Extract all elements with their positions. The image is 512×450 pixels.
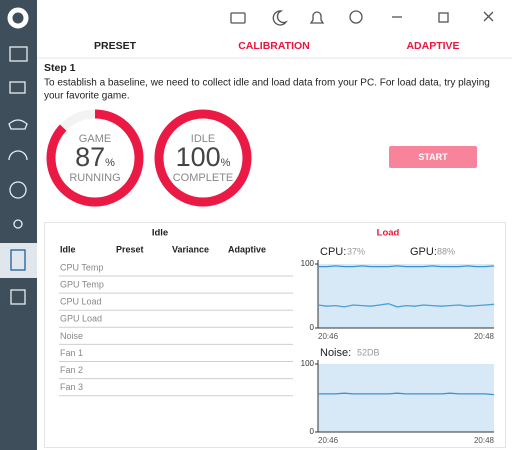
tab[interactable]: PRESET [94, 40, 137, 52]
row-label: GPU Load [60, 314, 102, 324]
idle-title: Idle [152, 228, 168, 239]
gauge-value: 100% [176, 142, 231, 172]
gauge-arc [154, 109, 252, 207]
gauge-unit: % [221, 157, 231, 169]
gpu-value: 88% [437, 246, 455, 256]
row-label: Fan 3 [60, 382, 83, 392]
sidebar-icons [8, 46, 28, 305]
screenshot-button[interactable] [230, 12, 246, 24]
row-label: Fan 2 [60, 365, 83, 375]
start-button[interactable] [389, 146, 477, 168]
x-tick-label: 20:46 [318, 436, 339, 445]
tab[interactable]: CALIBRATION [238, 40, 310, 52]
row-label: Noise [60, 331, 83, 341]
load-title: Load [377, 228, 400, 239]
noise-value: 52DB [357, 347, 380, 357]
gauge-number: 100 [176, 142, 221, 172]
nav-selected [0, 243, 37, 278]
nav-calibration[interactable] [10, 249, 26, 271]
gauge-bottom: RUNNING [69, 172, 120, 184]
step-description: your favorite game. [44, 91, 130, 102]
theme-button[interactable] [272, 10, 288, 26]
column-header: Adaptive [228, 244, 266, 254]
gauge-unit: % [105, 157, 115, 169]
cpu-value: 37% [347, 246, 365, 256]
y-tick-label: 0 [310, 323, 315, 332]
x-tick-label: 20:46 [318, 332, 339, 341]
column-header: Idle [60, 244, 76, 254]
nav-performance[interactable] [8, 150, 28, 161]
gauge-number: 87 [75, 142, 105, 172]
gauge-top: IDLE [191, 133, 215, 145]
row-label: CPU Temp [60, 262, 103, 272]
row-label: Fan 1 [60, 348, 83, 358]
step-title: Step 1 [44, 62, 76, 74]
gauge-value: 87% [75, 142, 115, 172]
toolbar [230, 10, 494, 26]
cpu-label: CPU: [320, 246, 346, 258]
y-tick-label: 100 [301, 359, 315, 368]
notifications-button[interactable] [309, 11, 325, 24]
nav-lighting[interactable] [13, 219, 23, 229]
nav-storage[interactable] [10, 289, 26, 305]
chart-line [318, 392, 495, 396]
noise-label: Noise: [320, 347, 351, 359]
plot-area [318, 364, 494, 432]
nav-gaming[interactable] [8, 119, 28, 130]
row-label: CPU Load [60, 297, 102, 307]
column-header: Variance [172, 244, 209, 254]
close-button[interactable] [483, 11, 494, 22]
sidebar [0, 0, 37, 450]
row-label: GPU Temp [60, 279, 104, 289]
tab[interactable]: ADAPTIVE [406, 40, 459, 52]
gauge-arc [46, 109, 144, 207]
chart-line [317, 303, 495, 308]
nav-dashboard[interactable] [9, 46, 28, 62]
maximize-button[interactable] [438, 12, 449, 23]
x-tick-label: 20:48 [474, 436, 495, 445]
start-button-label: START [418, 152, 448, 162]
chart-line [318, 265, 495, 268]
gauge-top: GAME [79, 133, 111, 145]
gauge-bottom: COMPLETE [173, 172, 234, 184]
settings-button[interactable] [349, 10, 363, 24]
logo [7, 7, 29, 29]
y-tick-label: 0 [310, 427, 315, 436]
plot-area [318, 264, 494, 328]
gpu-label: GPU: [410, 246, 437, 258]
nav-monitor[interactable] [9, 81, 26, 94]
nav-fan[interactable] [9, 181, 27, 199]
y-tick-label: 100 [301, 259, 315, 268]
x-tick-label: 20:48 [474, 332, 495, 341]
step-description: To establish a baseline, we need to coll… [44, 78, 490, 89]
column-header: Preset [116, 244, 144, 254]
